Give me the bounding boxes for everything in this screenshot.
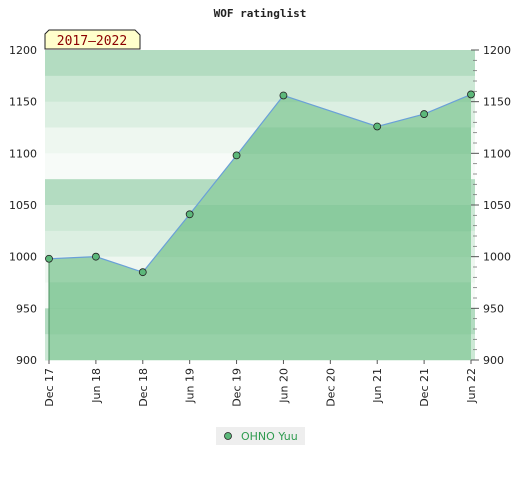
x-tick-label: Dec 18: [137, 368, 150, 407]
y-tick-label-right: 1050: [483, 199, 511, 212]
y-tick-label-left: 1200: [9, 44, 37, 57]
background-band: [45, 75, 475, 103]
data-point: [91, 252, 100, 261]
y-tick-label-right: 1100: [483, 147, 511, 160]
x-tick-label: Jun 22: [465, 368, 478, 404]
chart-title: WOF ratinglist: [214, 7, 307, 20]
x-tick-label: Jun 20: [277, 368, 290, 404]
y-tick-label-right: 1150: [483, 96, 511, 109]
legend-marker: [224, 432, 232, 440]
data-point: [45, 254, 53, 263]
y-tick-label-left: 1000: [9, 251, 37, 264]
axes-layer: 900 900 950 950 1000 1000 1050 1050 1100 1100 1150…: [9, 44, 511, 407]
data-point: [420, 110, 429, 118]
y-tick-label-right: 1200: [483, 44, 511, 57]
y-tick-label-left: 950: [16, 302, 37, 315]
data-point: [232, 151, 241, 160]
y-tick-label-right: 1000: [483, 251, 511, 264]
data-point: [185, 210, 194, 219]
legend: OHNO Yuu: [216, 427, 305, 445]
y-tick-label-right: 900: [483, 354, 504, 367]
data-point: [467, 90, 475, 99]
data-point: [279, 91, 288, 100]
area-band: [49, 308, 471, 335]
data-point: [138, 268, 147, 277]
legend-box: [216, 427, 305, 445]
period-badge-text: 2017–2022: [57, 34, 127, 49]
x-tick-label: Dec 17: [43, 368, 56, 407]
x-tick-label: Jun 21: [371, 368, 384, 404]
points-layer: [45, 90, 475, 277]
y-tick-label-left: 1050: [9, 199, 37, 212]
y-tick-label-left: 900: [16, 354, 37, 367]
y-tick-label-left: 1100: [9, 147, 37, 160]
y-tick-label-left: 1150: [9, 96, 37, 109]
background-band: [45, 50, 475, 77]
period-badge: 2017–2022: [44, 29, 141, 50]
area-band: [49, 282, 471, 309]
legend-label: OHNO Yuu: [241, 430, 298, 443]
x-tick-label: Jun 18: [90, 368, 103, 404]
period-badge-box: [44, 29, 141, 50]
data-point: [373, 122, 382, 131]
x-tick-label: Dec 21: [418, 368, 431, 407]
x-tick-label: Jun 19: [184, 368, 197, 404]
area-band: [49, 334, 471, 360]
x-tick-label: Dec 20: [324, 368, 337, 407]
x-tick-label: Dec 19: [231, 368, 244, 407]
y-tick-label-right: 950: [483, 302, 504, 315]
